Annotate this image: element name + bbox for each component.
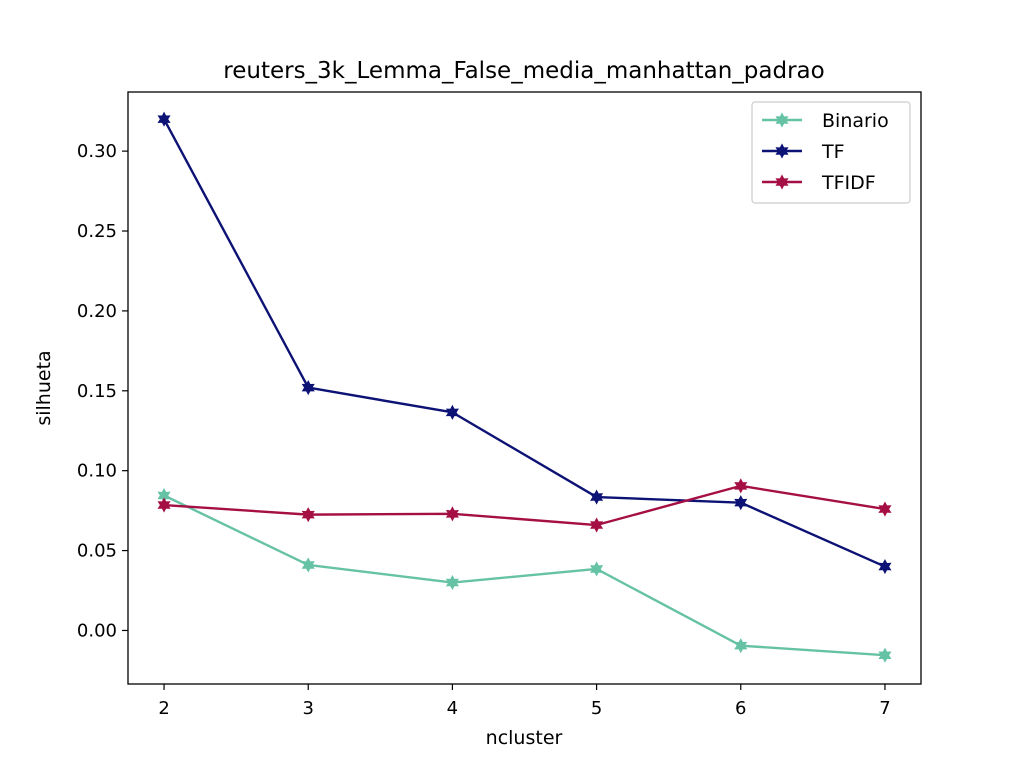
legend-box	[751, 101, 911, 204]
plot-area	[157, 111, 892, 663]
point-tf	[157, 111, 171, 127]
point-tf	[878, 558, 892, 575]
x-axis: 2 3 4 5 6 7	[158, 684, 891, 719]
point-tfidf	[590, 517, 604, 533]
y-axis-label: silhueta	[33, 350, 55, 425]
point-tfidf	[301, 507, 315, 523]
legend-marker-tf	[775, 143, 789, 159]
plot-frame	[127, 91, 922, 685]
point-tfidf	[878, 501, 892, 517]
y-tick-label: 0.10	[77, 461, 117, 482]
series-line-tf	[162, 118, 886, 568]
series-line-tfidf	[163, 484, 886, 527]
point-binario	[590, 561, 604, 577]
y-tick-label: 0.20	[77, 301, 117, 322]
x-tick-label: 5	[591, 698, 602, 719]
legend-label-tfidf: TFIDF	[821, 172, 876, 194]
legend-label-tf: TF	[821, 141, 845, 163]
point-tf	[590, 489, 604, 505]
y-tick-label: 0.15	[77, 381, 117, 402]
x-tick-label: 6	[735, 698, 746, 719]
point-tfidf	[445, 506, 459, 522]
y-tick-label: 0.00	[77, 620, 117, 641]
x-axis-label: ncluster	[486, 727, 563, 749]
point-binario	[734, 638, 748, 654]
point-tf	[734, 495, 748, 511]
x-tick-label: 2	[158, 698, 169, 719]
legend-marker-binario	[775, 112, 789, 128]
x-tick-label: 3	[303, 698, 314, 719]
point-tf	[301, 380, 315, 396]
legend: Binario TF TFIDF	[751, 101, 911, 204]
chart-title: reuters_3k_Lemma_False_media_manhattan_p…	[223, 58, 824, 84]
y-tick-label: 0.05	[77, 541, 117, 562]
x-tick-label: 4	[447, 698, 458, 719]
point-binario	[445, 574, 459, 591]
point-tfidf	[157, 497, 171, 513]
y-tick-label: 0.30	[77, 141, 117, 162]
series-line-binario	[163, 494, 886, 657]
point-binario	[301, 557, 315, 573]
legend-label-binario: Binario	[822, 110, 889, 132]
x-tick-label: 7	[879, 698, 890, 719]
point-tf	[445, 404, 459, 420]
y-tick-label: 0.25	[77, 221, 117, 242]
legend-marker-tfidf	[775, 174, 789, 190]
y-axis: 0.00 0.05 0.10 0.15 0.20 0.25 0.30	[77, 141, 128, 641]
point-binario	[878, 647, 892, 663]
point-tfidf	[734, 478, 748, 494]
